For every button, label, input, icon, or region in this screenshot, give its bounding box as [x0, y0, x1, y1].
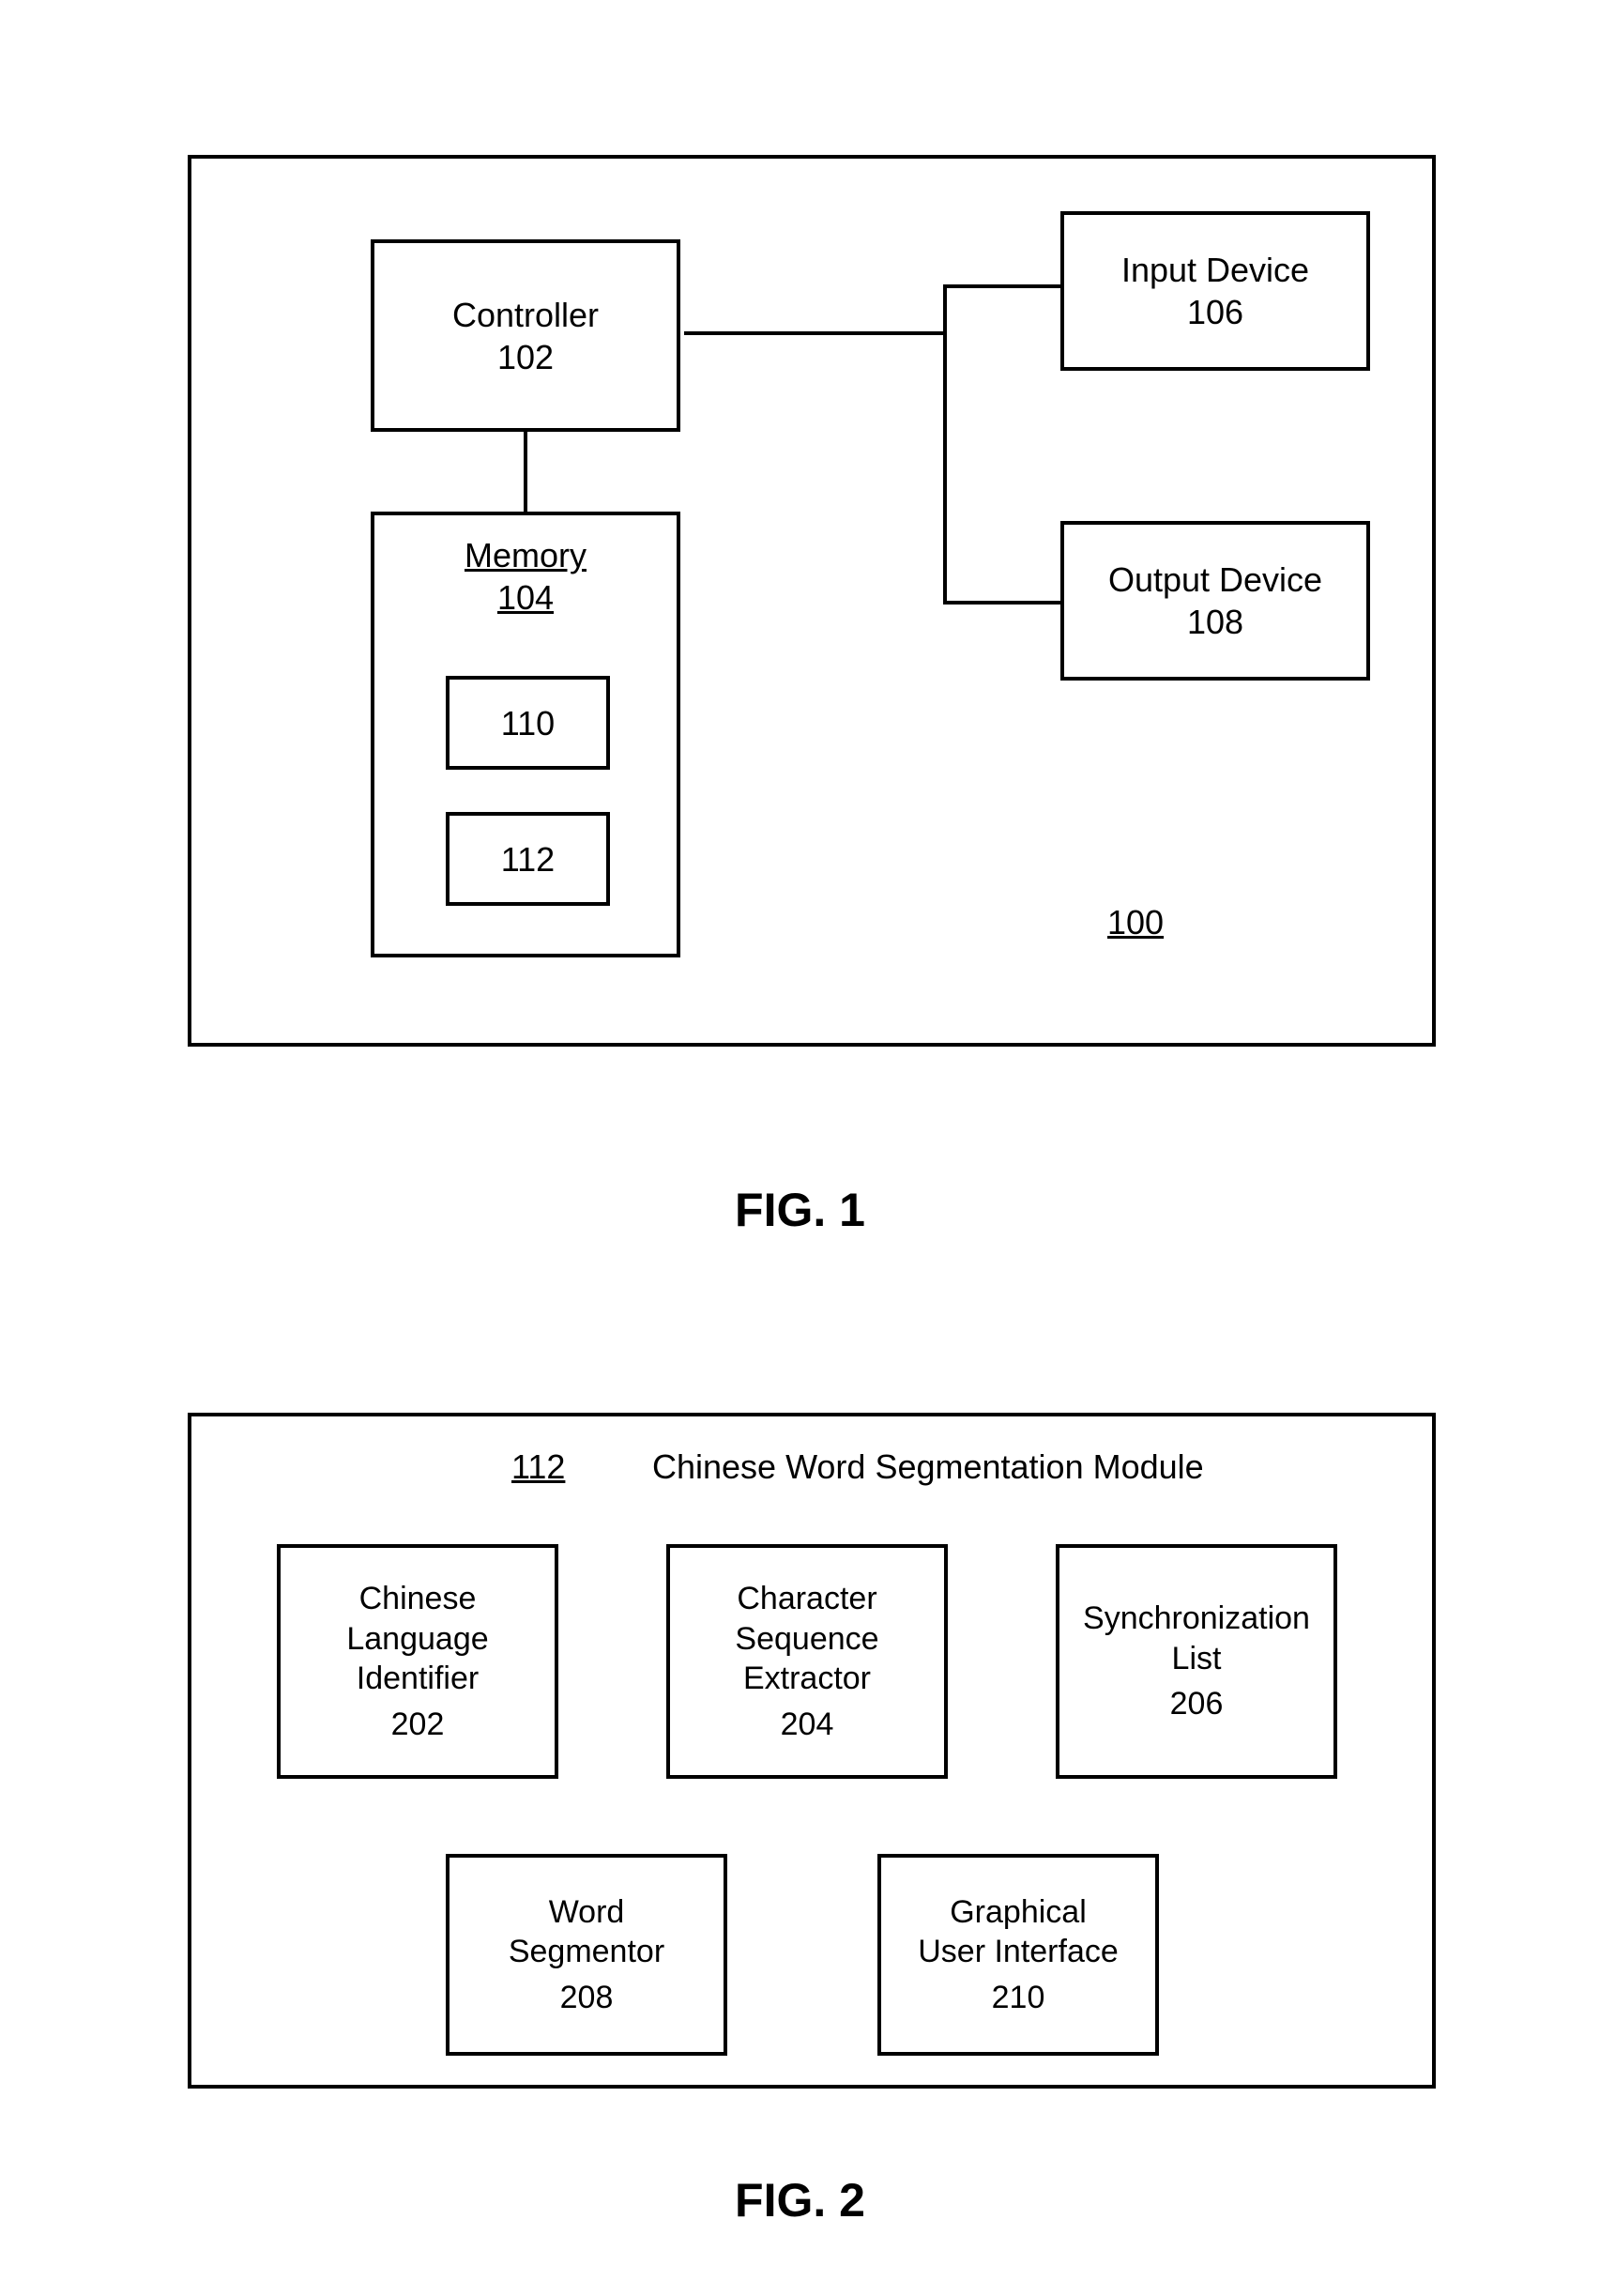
conn-controller-memory — [524, 432, 527, 512]
conn-controller-bus — [684, 331, 943, 335]
input-device-label: Input Device — [1121, 249, 1309, 291]
fig2-title-text: Chinese Word Segmentation Module — [652, 1446, 1204, 1488]
system-ref-num: 100 — [1107, 901, 1164, 943]
b202-line0: Chinese — [359, 1579, 477, 1619]
conn-bus-input — [943, 284, 1060, 288]
input-device-box: Input Device 106 — [1060, 211, 1370, 371]
b210-line1: User Interface — [918, 1932, 1119, 1972]
output-device-box: Output Device 108 — [1060, 521, 1370, 681]
memory-num: 104 — [497, 576, 554, 619]
b206-line1: List — [1172, 1639, 1222, 1679]
b206-num: 206 — [1170, 1684, 1224, 1724]
output-device-num: 108 — [1187, 601, 1243, 643]
b208-line0: Word — [549, 1892, 625, 1933]
controller-label: Controller — [452, 294, 599, 336]
b204-num: 204 — [781, 1705, 834, 1745]
word-segmentor-box: Word Segmentor 208 — [446, 1854, 727, 2056]
character-sequence-extractor-box: Character Sequence Extractor 204 — [666, 1544, 948, 1779]
graphical-user-interface-box: Graphical User Interface 210 — [877, 1854, 1159, 2056]
fig2-caption: FIG. 2 — [0, 2173, 1600, 2227]
b204-line0: Character — [737, 1579, 876, 1619]
b204-line2: Extractor — [743, 1659, 871, 1699]
b210-num: 210 — [992, 1978, 1045, 2018]
controller-box: Controller 102 — [371, 239, 680, 432]
synchronization-list-box: Synchronization List 206 — [1056, 1544, 1337, 1779]
memory-inner-110: 110 — [446, 676, 610, 770]
output-device-label: Output Device — [1108, 559, 1322, 601]
memory-inner-112: 112 — [446, 812, 610, 906]
chinese-language-identifier-box: Chinese Language Identifier 202 — [277, 1544, 558, 1779]
memory-112-num: 112 — [501, 838, 555, 880]
conn-bus-vertical — [943, 284, 947, 605]
b202-line2: Identifier — [357, 1659, 479, 1699]
b208-num: 208 — [560, 1978, 614, 2018]
conn-bus-output — [943, 601, 1060, 605]
b206-line0: Synchronization — [1083, 1599, 1310, 1639]
controller-num: 102 — [497, 336, 554, 378]
fig1-caption: FIG. 1 — [0, 1183, 1600, 1237]
b202-line1: Language — [346, 1619, 488, 1660]
b208-line1: Segmentor — [509, 1932, 664, 1972]
input-device-num: 106 — [1187, 291, 1243, 333]
page: Controller 102 Input Device 106 Output D… — [0, 0, 1600, 2296]
b204-line1: Sequence — [735, 1619, 878, 1660]
fig2-title-num: 112 — [511, 1446, 565, 1488]
b210-line0: Graphical — [950, 1892, 1087, 1933]
b202-num: 202 — [391, 1705, 445, 1745]
memory-label: Memory — [465, 534, 587, 576]
memory-110-num: 110 — [501, 702, 555, 744]
